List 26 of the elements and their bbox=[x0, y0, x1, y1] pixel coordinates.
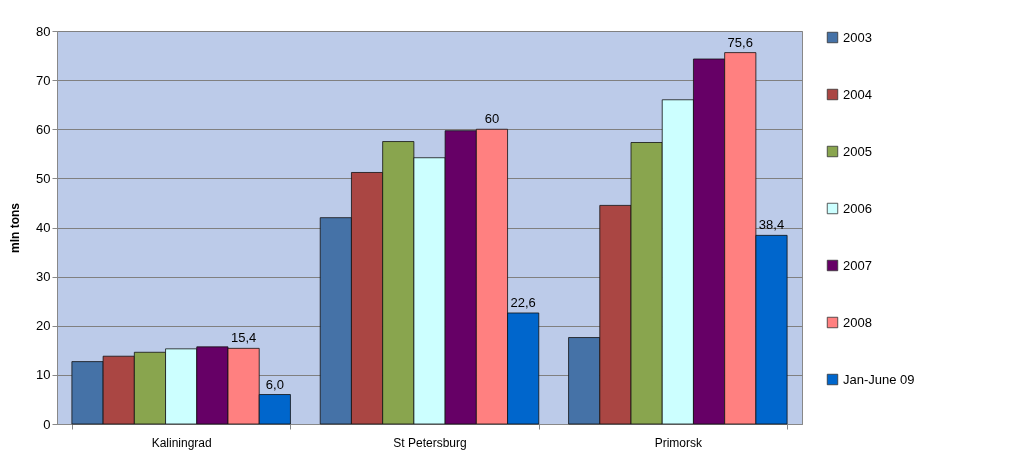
y-axis-title: mln tons bbox=[8, 202, 23, 253]
y-tick-label: 50 bbox=[36, 170, 51, 186]
data-label: 6,0 bbox=[265, 376, 284, 392]
y-tick-label: 30 bbox=[36, 269, 51, 285]
data-label: 22,6 bbox=[510, 294, 536, 310]
legend-label: 2007 bbox=[843, 257, 872, 273]
x-tick-label: Kaliningrad bbox=[151, 435, 212, 450]
x-tick-label: Primorsk bbox=[654, 435, 703, 450]
data-label: 75,6 bbox=[727, 34, 753, 50]
data-label: 60 bbox=[484, 111, 500, 127]
data-label: 38,4 bbox=[758, 217, 785, 233]
y-tick-label: 80 bbox=[36, 23, 51, 39]
y-tick-label: 70 bbox=[36, 72, 51, 88]
y-tick-label: 20 bbox=[36, 318, 51, 334]
y-tick-label: 10 bbox=[36, 367, 51, 383]
legend-label: 2003 bbox=[843, 29, 872, 45]
legend-label: 2005 bbox=[843, 143, 872, 159]
legend-label: 2006 bbox=[843, 200, 872, 216]
x-tick-label: St Petersburg bbox=[393, 435, 467, 450]
legend-label: 2004 bbox=[843, 86, 872, 102]
legend-label: Jan-June 09 bbox=[843, 371, 915, 387]
data-label: 15,4 bbox=[230, 330, 257, 346]
legend-label: 2008 bbox=[843, 314, 872, 330]
y-tick-label: 40 bbox=[36, 220, 51, 235]
y-tick-label: 0 bbox=[43, 416, 51, 432]
y-tick-label: 60 bbox=[36, 121, 51, 137]
